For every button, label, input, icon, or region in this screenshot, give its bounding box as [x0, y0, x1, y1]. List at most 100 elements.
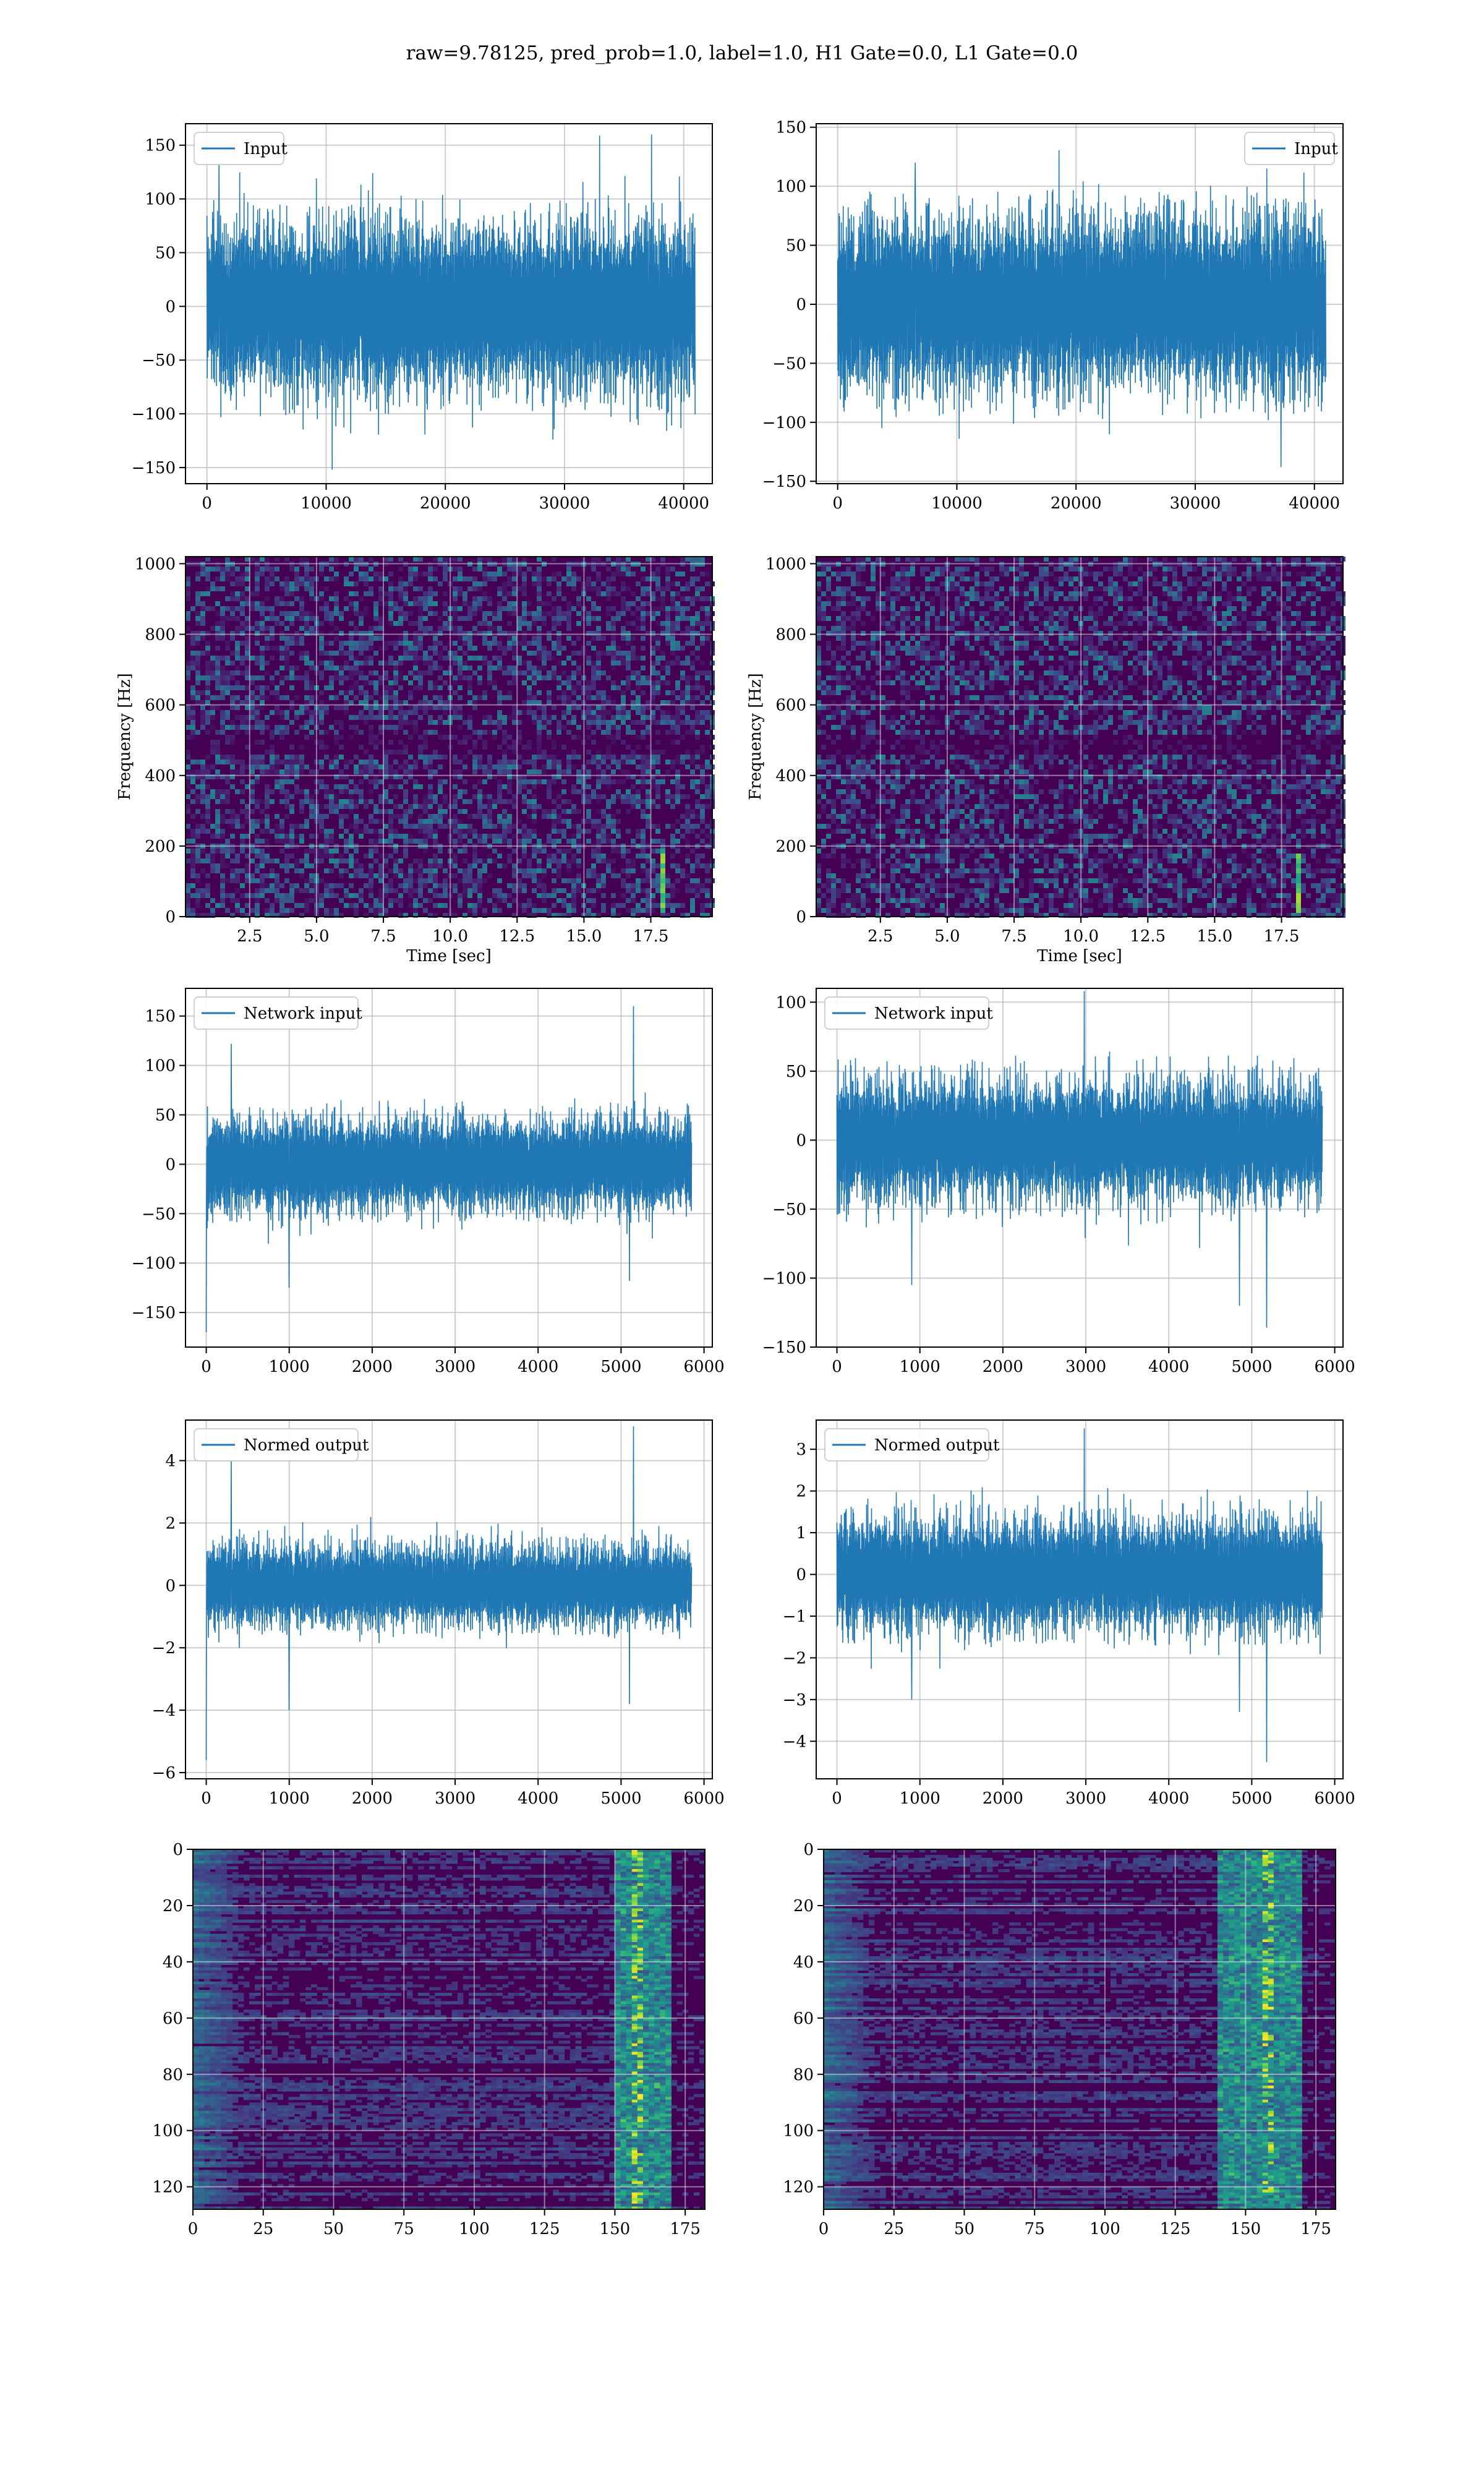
heatmap-cell	[497, 616, 502, 621]
heatmap-cell	[448, 685, 453, 690]
heatmap-cell	[556, 621, 561, 626]
heatmap-cell	[851, 725, 856, 730]
heatmap-cell	[413, 670, 418, 675]
heatmap-cell	[418, 735, 423, 740]
heatmap-cell	[502, 893, 507, 898]
heatmap-cell	[621, 636, 626, 641]
heatmap-cell	[373, 849, 378, 854]
heatmap-cell	[895, 670, 900, 675]
heatmap-cell	[309, 888, 314, 893]
heatmap-cell	[413, 858, 418, 863]
heatmap-cell	[816, 774, 821, 779]
heatmap-cell	[507, 893, 512, 898]
heatmap-cell	[359, 715, 364, 720]
heatmap-cell	[260, 725, 265, 730]
heatmap-cell	[339, 814, 344, 819]
heatmap-cell	[856, 913, 861, 918]
heatmap-cell	[205, 819, 210, 824]
heatmap-cell	[210, 725, 215, 730]
heatmap-cell	[354, 557, 359, 562]
heatmap-cell	[186, 562, 190, 567]
heatmap-cell	[260, 690, 265, 695]
heatmap-cell	[279, 581, 284, 586]
heatmap-cell	[428, 829, 433, 834]
heatmap-cell	[836, 586, 841, 591]
heatmap-cell	[841, 804, 846, 809]
heatmap-cell	[831, 809, 836, 814]
heatmap-cell	[641, 908, 646, 913]
heatmap-cell	[581, 883, 586, 888]
heatmap-cell	[354, 893, 359, 898]
heatmap-cell	[230, 651, 235, 656]
heatmap-cell	[289, 779, 294, 784]
heatmap-cell	[861, 755, 866, 760]
heatmap-cell	[364, 636, 369, 641]
heatmap-cell	[561, 670, 566, 675]
heatmap-cell	[245, 571, 250, 576]
heatmap-cell	[611, 839, 616, 844]
heatmap-cell	[477, 834, 482, 839]
heatmap-cell	[279, 611, 284, 616]
heatmap-cell	[403, 646, 408, 651]
heatmap-cell	[836, 814, 841, 819]
heatmap-cell	[398, 557, 403, 562]
heatmap-cell	[438, 720, 443, 725]
heatmap-cell	[279, 586, 284, 591]
heatmap-cell	[695, 611, 700, 616]
heatmap-cell	[670, 646, 675, 651]
heatmap-cell	[492, 735, 497, 740]
heatmap-cell	[542, 893, 547, 898]
heatmap-cell	[260, 611, 265, 616]
heatmap-cell	[215, 666, 220, 670]
heatmap-cell	[816, 675, 821, 680]
heatmap-cell	[383, 750, 388, 755]
heatmap-cell	[403, 809, 408, 814]
heatmap-cell	[700, 903, 705, 908]
heatmap-cell	[482, 779, 487, 784]
heatmap-cell	[900, 611, 905, 616]
heatmap-cell	[448, 621, 453, 626]
heatmap-cell	[851, 903, 856, 908]
heatmap-cell	[388, 611, 393, 616]
heatmap-cell	[601, 809, 606, 814]
heatmap-cell	[670, 641, 675, 646]
heatmap-cell	[230, 631, 235, 636]
heatmap-cell	[373, 819, 378, 824]
heatmap-cell	[497, 631, 502, 636]
heatmap-cell	[680, 873, 685, 878]
heatmap-cell	[260, 764, 265, 769]
heatmap-cell	[885, 789, 890, 794]
heatmap-cell	[680, 903, 685, 908]
heatmap-cell	[856, 750, 861, 755]
heatmap-cell	[690, 576, 695, 581]
heatmap-cell	[215, 621, 220, 626]
heatmap-cell	[556, 685, 561, 690]
heatmap-cell	[532, 868, 537, 873]
heatmap-cell	[289, 685, 294, 690]
heatmap-cell	[502, 755, 507, 760]
heatmap-cell	[586, 913, 591, 918]
heatmap-cell	[650, 779, 655, 784]
heatmap-cell	[279, 824, 284, 829]
heatmap-cell	[856, 764, 861, 769]
heatmap-cell	[270, 571, 275, 576]
heatmap-cell	[816, 700, 821, 705]
heatmap-cell	[477, 878, 482, 883]
heatmap-cell	[527, 834, 532, 839]
heatmap-cell	[685, 873, 690, 878]
heatmap-cell	[631, 888, 636, 893]
heatmap-cell	[364, 680, 369, 685]
heatmap-cell	[502, 591, 507, 596]
heatmap-cell	[522, 576, 527, 581]
heatmap-cell	[821, 824, 826, 829]
heatmap-cell	[685, 720, 690, 725]
heatmap-cell	[700, 769, 705, 774]
heatmap-cell	[655, 824, 660, 829]
heatmap-cell	[299, 576, 304, 581]
heatmap-cell	[705, 903, 710, 908]
heatmap-cell	[190, 858, 195, 863]
heatmap-cell	[700, 685, 705, 690]
heatmap-cell	[230, 661, 235, 666]
heatmap-cell	[581, 611, 586, 616]
heatmap-cell	[895, 868, 900, 873]
